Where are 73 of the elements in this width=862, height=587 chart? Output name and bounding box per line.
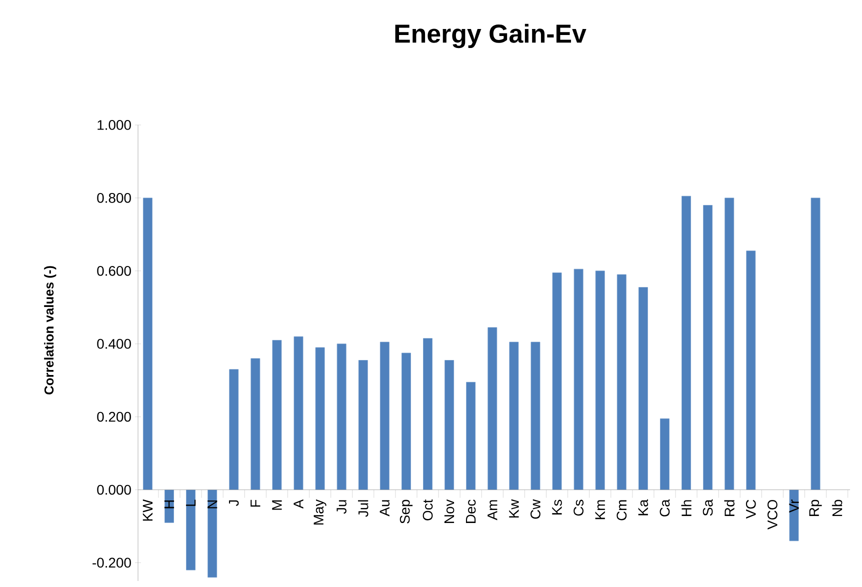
x-tick-label: Sep (400, 500, 413, 524)
chart-title: Energy Gain-Ev (395, 24, 586, 48)
y-tick-label: 0.000 (97, 484, 131, 495)
x-tick-label: Oct (422, 499, 433, 520)
x-tick-label: Ju (336, 500, 346, 514)
x-tick-label: Dec (466, 500, 476, 523)
y-tick-label: 0.400 (97, 338, 131, 349)
bar (724, 198, 734, 490)
x-tick-label: VCO (768, 500, 778, 530)
bar (164, 490, 174, 523)
bar (444, 360, 454, 490)
y-tick-label: 0.200 (97, 412, 131, 422)
bar (208, 490, 218, 578)
x-tick-label: Nov (444, 499, 454, 523)
x-tick-label: N (208, 500, 218, 508)
y-tick-label: 1.000 (98, 120, 131, 130)
bar (336, 344, 346, 490)
y-tick-label: 0.800 (97, 192, 131, 203)
x-tick-label: Nb (832, 500, 842, 516)
y-axis-title: Correlation values (-) (44, 266, 56, 394)
bar (509, 342, 519, 490)
bar (229, 369, 239, 490)
bar (595, 270, 605, 490)
x-tick-label: Cm (616, 500, 627, 520)
x-tick-label: Jul (358, 500, 368, 517)
x-tick-label: VC (746, 500, 756, 519)
x-tick-label: Ka (638, 499, 648, 516)
bar (250, 358, 260, 490)
x-tick-label: Hh (681, 500, 692, 516)
bar (682, 196, 691, 490)
x-tick-label: J (229, 500, 239, 506)
bar (186, 490, 196, 570)
x-tick-label: M (272, 500, 282, 510)
y-tick-label: -0.200 (92, 558, 131, 568)
bar (789, 490, 799, 542)
x-tick-label: Sa (702, 499, 713, 516)
x-tick-label: May (314, 499, 326, 525)
bar (574, 268, 584, 490)
bar (315, 347, 325, 490)
x-tick-label: Vr (789, 500, 799, 513)
bar (466, 382, 476, 490)
bar (746, 250, 756, 490)
x-tick-label: KW (142, 499, 152, 521)
bar (552, 272, 562, 490)
x-tick-label: Rp (809, 500, 822, 516)
x-tick-label: A (294, 499, 304, 509)
bar (616, 274, 626, 490)
bar (423, 338, 432, 490)
bar (488, 327, 498, 490)
bar (810, 198, 820, 490)
bar (358, 360, 368, 490)
y-tick-label: 0.600 (97, 266, 131, 276)
x-tick-label: Ks (552, 500, 562, 514)
x-tick-label: Ca (660, 499, 670, 516)
x-tick-label: Cw (530, 499, 540, 519)
bar (402, 352, 411, 490)
bar (530, 342, 540, 490)
x-tick-label: Km (595, 500, 605, 520)
bar (272, 340, 282, 490)
bar (380, 342, 390, 490)
x-tick-label: Am (488, 500, 498, 520)
bar (143, 198, 152, 490)
x-tick-label: L (186, 500, 196, 506)
x-tick-label: F (250, 500, 260, 507)
x-tick-label: Rd (724, 500, 734, 516)
x-tick-label: Kw (509, 499, 519, 518)
bar (294, 336, 304, 490)
bar (638, 287, 648, 490)
bar (703, 205, 713, 490)
x-tick-label: H (164, 500, 174, 508)
x-tick-label: Au (380, 500, 390, 516)
bar (660, 418, 670, 490)
x-tick-label: Cs (574, 500, 584, 516)
